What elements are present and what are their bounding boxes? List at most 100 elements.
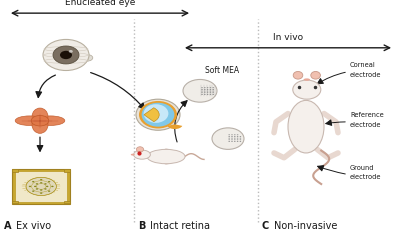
Circle shape (212, 89, 214, 90)
Circle shape (228, 141, 230, 142)
Text: Enucleated eye: Enucleated eye (65, 0, 135, 7)
Circle shape (212, 92, 214, 93)
Circle shape (34, 186, 36, 187)
Circle shape (234, 134, 236, 135)
Ellipse shape (183, 79, 217, 102)
Text: Soft MEA: Soft MEA (205, 66, 239, 75)
Ellipse shape (60, 51, 72, 59)
Text: Non-invasive: Non-invasive (274, 221, 337, 231)
Circle shape (210, 87, 211, 88)
Circle shape (40, 179, 42, 180)
Circle shape (36, 188, 38, 190)
Circle shape (237, 139, 238, 140)
FancyBboxPatch shape (15, 171, 67, 202)
Text: Reference: Reference (350, 112, 384, 118)
Circle shape (46, 186, 48, 187)
Text: C: C (262, 221, 269, 231)
FancyBboxPatch shape (12, 201, 18, 203)
Circle shape (234, 138, 236, 139)
Circle shape (44, 188, 47, 190)
Circle shape (234, 141, 236, 142)
Circle shape (231, 134, 233, 135)
Circle shape (44, 183, 47, 185)
Ellipse shape (32, 116, 48, 133)
Circle shape (204, 87, 206, 88)
Circle shape (228, 139, 230, 140)
Ellipse shape (53, 46, 79, 64)
Circle shape (40, 189, 42, 191)
Circle shape (231, 139, 233, 140)
Circle shape (204, 94, 206, 95)
Text: A: A (4, 221, 12, 231)
Ellipse shape (43, 39, 89, 71)
Text: Ex vivo: Ex vivo (16, 221, 51, 231)
Ellipse shape (15, 116, 44, 125)
Ellipse shape (131, 154, 135, 156)
Circle shape (212, 91, 214, 92)
Circle shape (210, 94, 211, 95)
Text: B: B (138, 221, 145, 231)
Circle shape (228, 138, 230, 139)
Circle shape (212, 87, 214, 88)
Circle shape (40, 182, 42, 184)
Ellipse shape (288, 100, 324, 153)
FancyBboxPatch shape (12, 169, 18, 172)
Circle shape (234, 139, 236, 140)
Circle shape (210, 91, 211, 92)
Circle shape (240, 138, 241, 139)
Circle shape (36, 183, 38, 185)
Ellipse shape (144, 104, 168, 123)
Text: Corneal: Corneal (350, 62, 376, 68)
Circle shape (237, 138, 238, 139)
Circle shape (212, 94, 214, 95)
Text: electrode: electrode (350, 71, 382, 78)
Ellipse shape (147, 149, 185, 164)
Circle shape (207, 87, 208, 88)
Circle shape (32, 181, 34, 182)
FancyBboxPatch shape (12, 169, 70, 204)
Circle shape (201, 87, 203, 88)
Circle shape (31, 115, 49, 126)
Text: In vivo: In vivo (273, 33, 303, 42)
Ellipse shape (136, 99, 180, 130)
Ellipse shape (293, 80, 321, 99)
Circle shape (32, 190, 34, 192)
Circle shape (40, 192, 42, 194)
Ellipse shape (136, 147, 144, 152)
Circle shape (231, 138, 233, 139)
Circle shape (240, 136, 241, 137)
Circle shape (234, 136, 236, 137)
Circle shape (51, 186, 54, 187)
Ellipse shape (81, 54, 93, 61)
Circle shape (48, 190, 50, 192)
Ellipse shape (139, 101, 177, 129)
Circle shape (201, 94, 203, 95)
Ellipse shape (36, 116, 65, 125)
Circle shape (240, 139, 241, 140)
Circle shape (207, 94, 208, 95)
Ellipse shape (311, 71, 320, 79)
Circle shape (231, 141, 233, 142)
Circle shape (231, 136, 233, 137)
Circle shape (204, 89, 206, 90)
Circle shape (240, 141, 241, 142)
Wedge shape (144, 108, 159, 122)
Circle shape (204, 92, 206, 93)
Circle shape (210, 92, 211, 93)
Ellipse shape (134, 150, 150, 159)
Circle shape (237, 141, 238, 142)
Wedge shape (167, 124, 182, 129)
Text: Intact retina: Intact retina (150, 221, 210, 231)
Circle shape (29, 186, 31, 187)
Text: electrode: electrode (350, 174, 382, 180)
Circle shape (210, 89, 211, 90)
FancyBboxPatch shape (64, 201, 70, 203)
Circle shape (207, 92, 208, 93)
Circle shape (204, 91, 206, 92)
Ellipse shape (304, 78, 310, 81)
Circle shape (26, 177, 56, 196)
FancyBboxPatch shape (64, 169, 70, 172)
Circle shape (48, 181, 50, 182)
Ellipse shape (142, 103, 174, 127)
Ellipse shape (212, 128, 244, 149)
